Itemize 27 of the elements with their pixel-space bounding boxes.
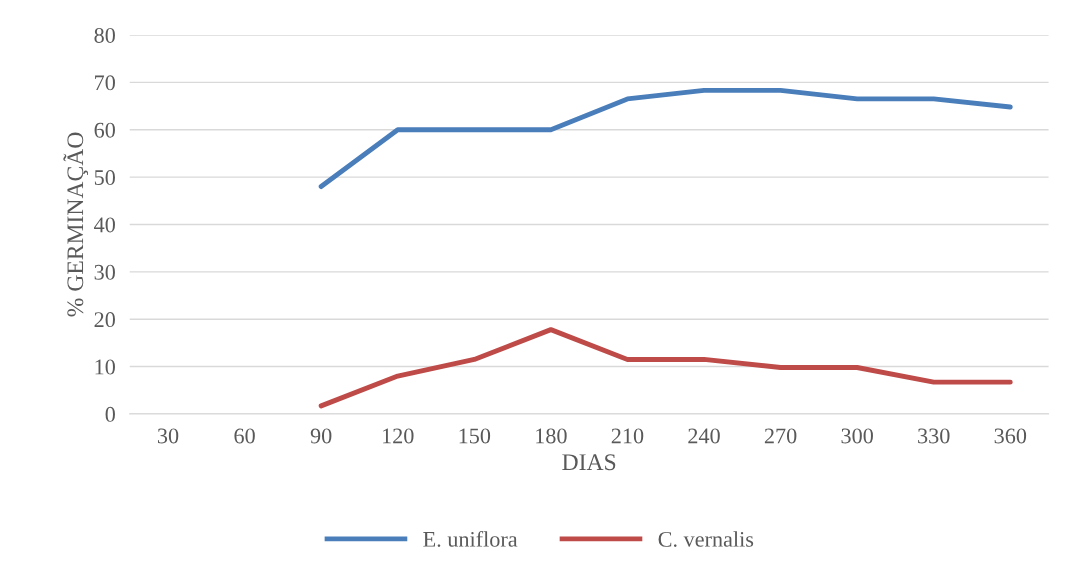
x-tick-label: 90: [310, 428, 332, 444]
x-tick-label: 180: [536, 428, 567, 444]
y-tick-label: 60: [94, 122, 115, 138]
x-tick-label: 270: [764, 428, 797, 444]
x-tick-label: 210: [611, 428, 644, 444]
legend-label: E. uniflora: [423, 530, 518, 547]
y-tick-label: 20: [94, 312, 115, 328]
x-tick-label: 330: [918, 428, 950, 444]
x-tick-label: 120: [383, 428, 414, 444]
line-series: [318, 327, 1013, 409]
y-tick-label: 10: [95, 359, 115, 375]
legend-label: C. vernalis: [658, 531, 754, 547]
y-tick-label: 0: [105, 406, 115, 422]
y-axis-title: % GERMINAÇÃO: [63, 132, 89, 317]
y-tick-label: 80: [94, 27, 115, 43]
y-tick-label: 30: [94, 264, 115, 280]
y-tick-label: 70: [95, 75, 115, 91]
y-tick-label: 40: [94, 217, 115, 233]
x-tick-label: 30: [157, 428, 179, 444]
line-series: [318, 87, 1013, 189]
x-tick-label: 300: [841, 428, 873, 444]
x-axis-title: DIAS: [562, 454, 616, 471]
x-tick-label: 150: [459, 428, 491, 444]
x-tick-label: 60: [234, 428, 255, 444]
y-tick-label: 50: [94, 170, 115, 186]
x-tick-label: 360: [994, 428, 1027, 444]
x-tick-label: 240: [688, 428, 720, 444]
